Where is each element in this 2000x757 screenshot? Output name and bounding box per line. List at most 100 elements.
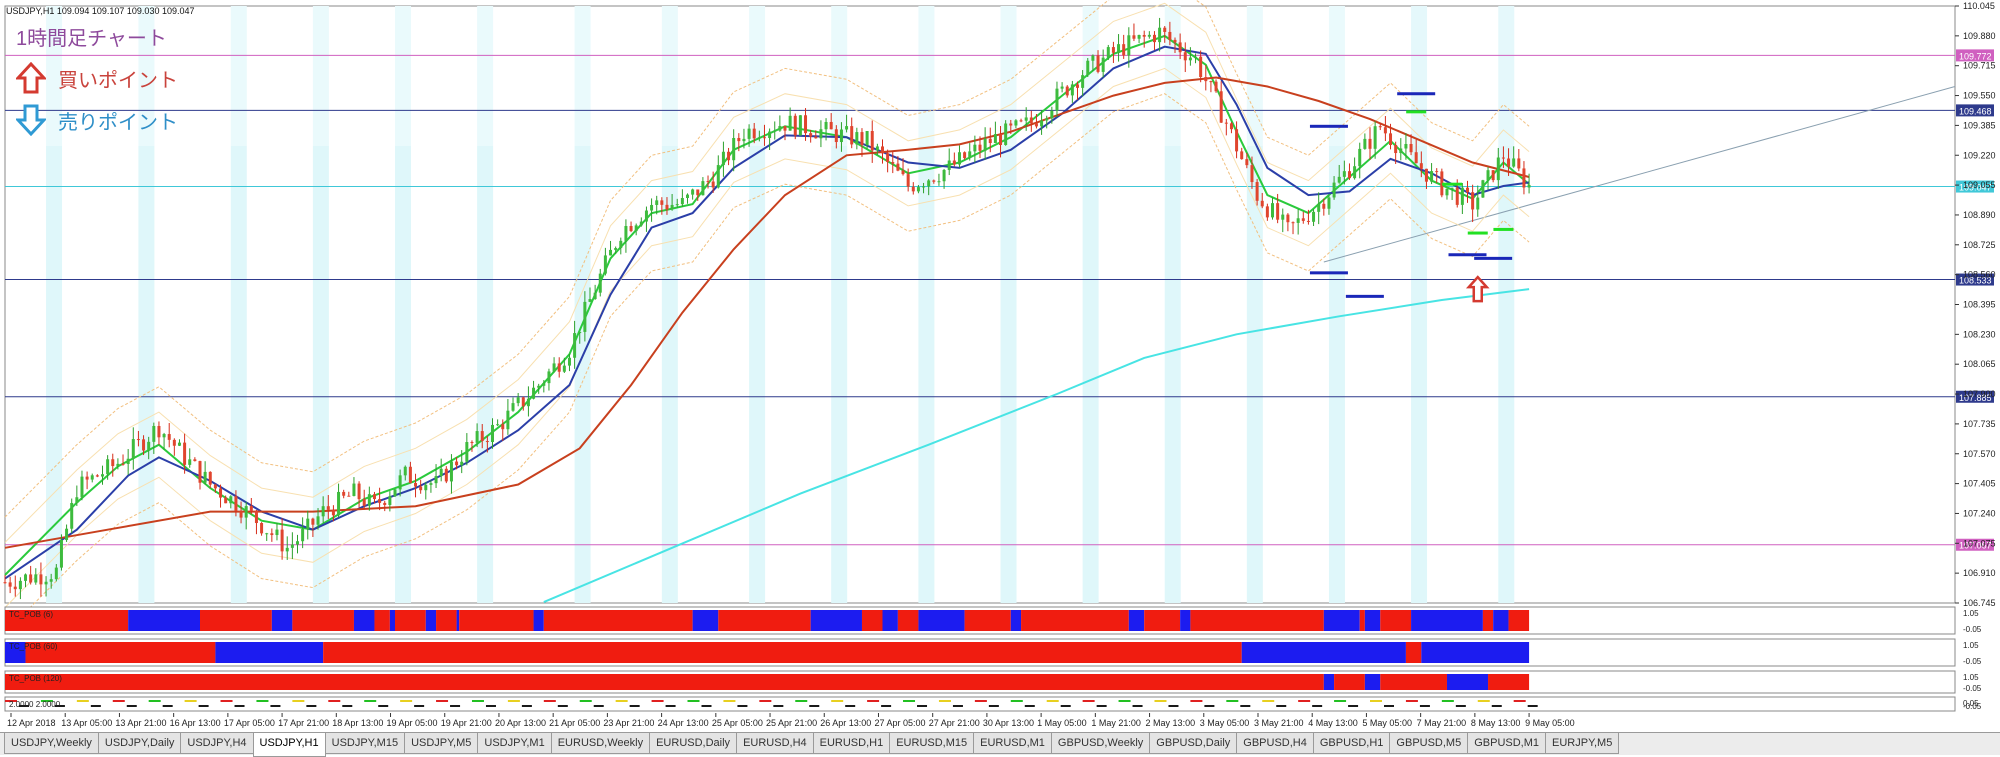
session-band (1246, 146, 1263, 603)
chart-canvas[interactable]: 109.772 109.468 109.047 108.533 107.885 107.0… (0, 0, 2000, 732)
candle-body (449, 461, 453, 482)
chart-tab[interactable]: EURJPY,M5 (1545, 733, 1620, 754)
indicator-segment (215, 642, 324, 663)
candle-body (136, 439, 140, 441)
candle-body (393, 489, 397, 497)
x-tick-label: 3 May 21:00 (1254, 718, 1304, 728)
chart-tab[interactable]: USDJPY,M1 (477, 733, 552, 754)
candle-body (757, 137, 761, 139)
indicator-dash (485, 705, 496, 707)
chart-tab[interactable]: EURUSD,M1 (973, 733, 1052, 754)
candle-body (1501, 157, 1505, 159)
chart-tab[interactable]: EURUSD,Weekly (550, 733, 651, 754)
session-band (1000, 6, 1017, 146)
chart-tab[interactable]: EURUSD,H1 (812, 733, 891, 754)
candle-body (1081, 75, 1085, 88)
candle-body (983, 138, 987, 151)
chart-tab[interactable]: GBPUSD,Daily (1149, 733, 1238, 754)
indicator-dash (1060, 705, 1071, 707)
candle-body (1373, 126, 1377, 149)
indicator-dash (1096, 705, 1107, 707)
candle-body (1070, 84, 1074, 96)
candle-body (1276, 203, 1280, 220)
buy-arrow-icon (1465, 275, 1490, 303)
indicator-segment (1446, 674, 1489, 690)
indicator-dash (1384, 705, 1394, 707)
candle-body (480, 431, 484, 442)
candle-body (1106, 47, 1110, 58)
indicator-label: TC_POB (6) (9, 610, 53, 619)
candle-body (1491, 170, 1495, 181)
candle-body (911, 186, 915, 192)
x-tick-label: 13 Apr 05:00 (61, 718, 112, 728)
candle-body (388, 496, 392, 505)
buy-dash (1467, 231, 1488, 235)
candle-body (906, 174, 910, 187)
indicator-dash (593, 705, 604, 707)
session-bands (4, 5, 1956, 604)
chart-tab[interactable]: GBPUSD,Weekly (1050, 733, 1151, 754)
candle-body (167, 434, 171, 440)
session-band (312, 146, 329, 603)
chart-tab[interactable]: GBPUSD,M5 (1389, 733, 1469, 754)
session-band (749, 146, 766, 603)
series-line (4, 76, 1530, 549)
candle-body (280, 529, 284, 552)
candle-body (1045, 118, 1049, 121)
session-band (831, 146, 848, 603)
candle-body (834, 129, 838, 143)
candle-body (999, 134, 1003, 146)
y-tick-label: 108.395 (1963, 300, 1996, 310)
candle-body (290, 544, 294, 548)
candle-body (152, 425, 156, 442)
candle-body (1009, 123, 1013, 126)
sell-dash (1309, 124, 1348, 128)
indicator-segment (1334, 674, 1365, 690)
indicator-dash (364, 700, 377, 702)
indicator-dash (1204, 705, 1215, 707)
session-band (1411, 146, 1428, 603)
candle-body (1347, 171, 1351, 179)
indicator-dash (917, 705, 928, 707)
candle-body (655, 200, 659, 205)
candle-body (850, 126, 854, 145)
chart-tab[interactable]: GBPUSD,H1 (1312, 733, 1391, 754)
candle-body (680, 198, 684, 205)
chart-tab[interactable]: EURUSD,H4 (736, 733, 814, 754)
x-tick-label: 25 Apr 05:00 (712, 718, 763, 728)
price-levels (5, 54, 1955, 546)
candle-body (29, 574, 33, 583)
candle-body (619, 240, 623, 249)
candle-body (177, 442, 181, 446)
candle-body (881, 146, 884, 154)
chart-tab[interactable]: USDJPY,H4 (180, 733, 254, 754)
indicator-segment (323, 642, 1242, 663)
indicator-dash (414, 705, 425, 707)
chart-tab[interactable]: USDJPY,H1 (252, 733, 326, 757)
buy-dash (1406, 110, 1427, 114)
candle-body (244, 506, 248, 518)
indicator-dash (1441, 700, 1454, 702)
candle-body (367, 494, 371, 506)
indicator-scale-top: 1.05 (1963, 673, 1979, 682)
chart-tab[interactable]: GBPUSD,H4 (1236, 733, 1314, 754)
chart-tab[interactable]: USDJPY,M5 (404, 733, 479, 754)
candle-body (414, 482, 418, 487)
candle-body (1101, 57, 1105, 72)
candle-body (968, 151, 972, 159)
indicator-dash (1154, 700, 1167, 702)
chart-tab[interactable]: EURUSD,M15 (889, 733, 975, 754)
candle-body (1050, 110, 1054, 119)
chart-tab[interactable]: USDJPY,M15 (324, 733, 406, 754)
chart-tab[interactable]: USDJPY,Weekly (4, 733, 99, 754)
session-band (138, 146, 155, 603)
chart-tab[interactable]: USDJPY,Daily (97, 733, 182, 754)
sell-dash (1397, 92, 1436, 96)
indicator-dash (521, 705, 532, 707)
chart-tab[interactable]: GBPUSD,M1 (1467, 733, 1547, 754)
candle-body (1250, 165, 1254, 183)
sell-label: 売りポイント (58, 111, 178, 134)
indicator-segment (374, 610, 390, 631)
candle-body (1486, 170, 1490, 181)
chart-tab[interactable]: EURUSD,Daily (649, 733, 738, 754)
